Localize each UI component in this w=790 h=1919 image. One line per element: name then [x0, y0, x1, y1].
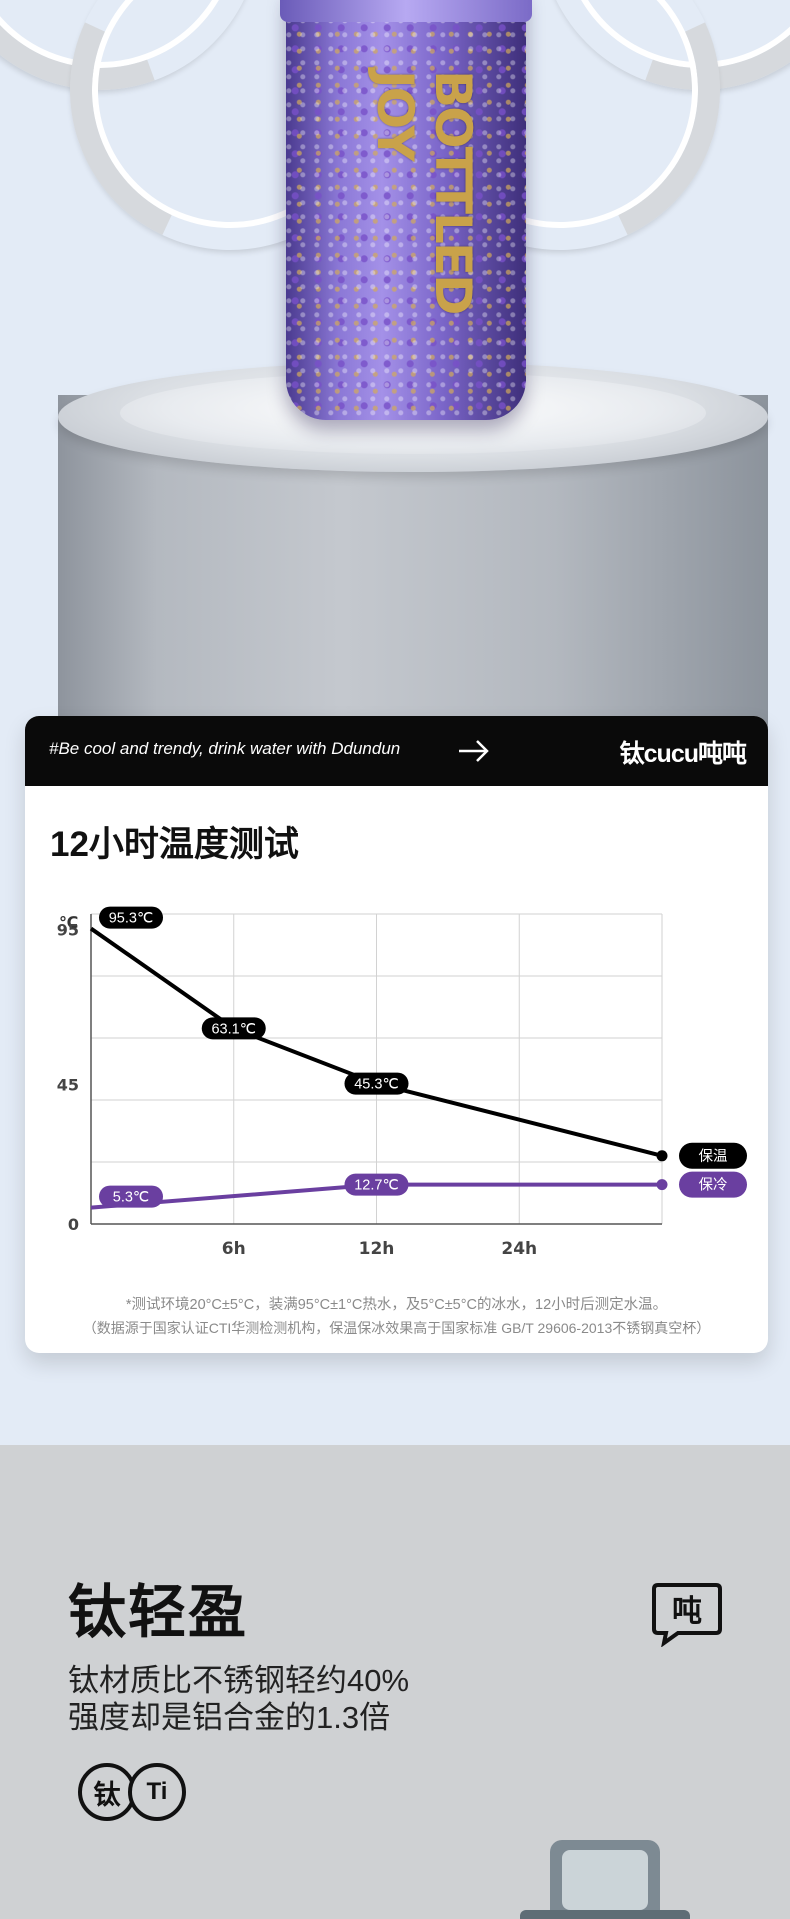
arrow-right-icon	[459, 740, 489, 762]
data-label: 95.3℃	[109, 911, 154, 927]
data-label-pill	[99, 1185, 163, 1208]
temperature-chart: ℃95 45 0 6h 12h 24h 95.3℃ 63.1℃ 45.3℃ 保温 5.3℃ 12.7℃…	[57, 906, 747, 1259]
y-tick-label: 45	[57, 1076, 79, 1095]
chart-title: 12小时温度测试	[50, 825, 299, 864]
data-label-pill	[201, 1017, 266, 1040]
data-label: 45.3℃	[354, 1077, 399, 1093]
data-label: 5.3℃	[113, 1190, 149, 1206]
data-label-pill	[344, 1173, 409, 1196]
brand-name: 钛cucu吨吨	[619, 740, 747, 768]
footnote-data-source: （数据源于国家认证CTI华测检测机构，保温保冰效果高于国家标准 GB/T 296…	[82, 1320, 711, 1336]
y-tick-label: 0	[68, 1215, 79, 1234]
bottle-brand-text: BOTTLED JOY	[366, 70, 482, 314]
series-endpoint	[656, 1179, 668, 1191]
dundun-logo-icon: 吨	[652, 1583, 722, 1647]
feature-line-strength: 强度却是铝合金的1.3倍	[68, 1700, 391, 1735]
x-tick-label: 24h	[501, 1239, 537, 1259]
series-name-pill	[679, 1142, 747, 1169]
data-label-pill	[99, 906, 163, 929]
hero-section: BOTTLED JOY #Be cool and trendy, drink w…	[0, 0, 790, 1353]
x-tick-label: 12h	[359, 1239, 395, 1259]
data-label: 12.7℃	[354, 1178, 399, 1194]
series-endpoint	[656, 1150, 668, 1162]
titanium-ti-badge: Ti	[128, 1763, 186, 1821]
series-name-pill	[679, 1171, 747, 1198]
bottle-cap	[280, 0, 532, 22]
product-image-partial	[520, 1840, 690, 1919]
x-tick-label: 6h	[222, 1239, 246, 1259]
series-name-label: 保温	[699, 1148, 728, 1165]
logo-glyph: 吨	[672, 1594, 702, 1629]
y-tick-label: 95	[57, 921, 79, 940]
tagline: #Be cool and trendy, drink water with Dd…	[49, 739, 401, 758]
data-label: 63.1℃	[211, 1021, 256, 1037]
series-name-label: 保冷	[699, 1177, 728, 1194]
data-label-pill	[344, 1072, 409, 1095]
bottle-image	[286, 0, 526, 420]
lightweight-section: 钛轻盈 吨 钛材质比不锈钢轻约40% 强度却是铝合金的1.3倍 钛 Ti	[0, 1445, 790, 1919]
temperature-test-card: #Be cool and trendy, drink water with Dd…	[25, 716, 768, 1353]
footnote-test-conditions: *测试环境20°C±5°C，装满95°C±1°C热水，及5°C±5°C的冰水，1…	[125, 1297, 668, 1313]
feature-line-weight: 钛材质比不锈钢轻约40%	[68, 1663, 410, 1698]
card-header: #Be cool and trendy, drink water with Dd…	[25, 716, 768, 786]
series-line	[89, 926, 663, 1158]
section-title: 钛轻盈	[68, 1580, 249, 1645]
y-axis-unit: ℃	[59, 913, 78, 932]
